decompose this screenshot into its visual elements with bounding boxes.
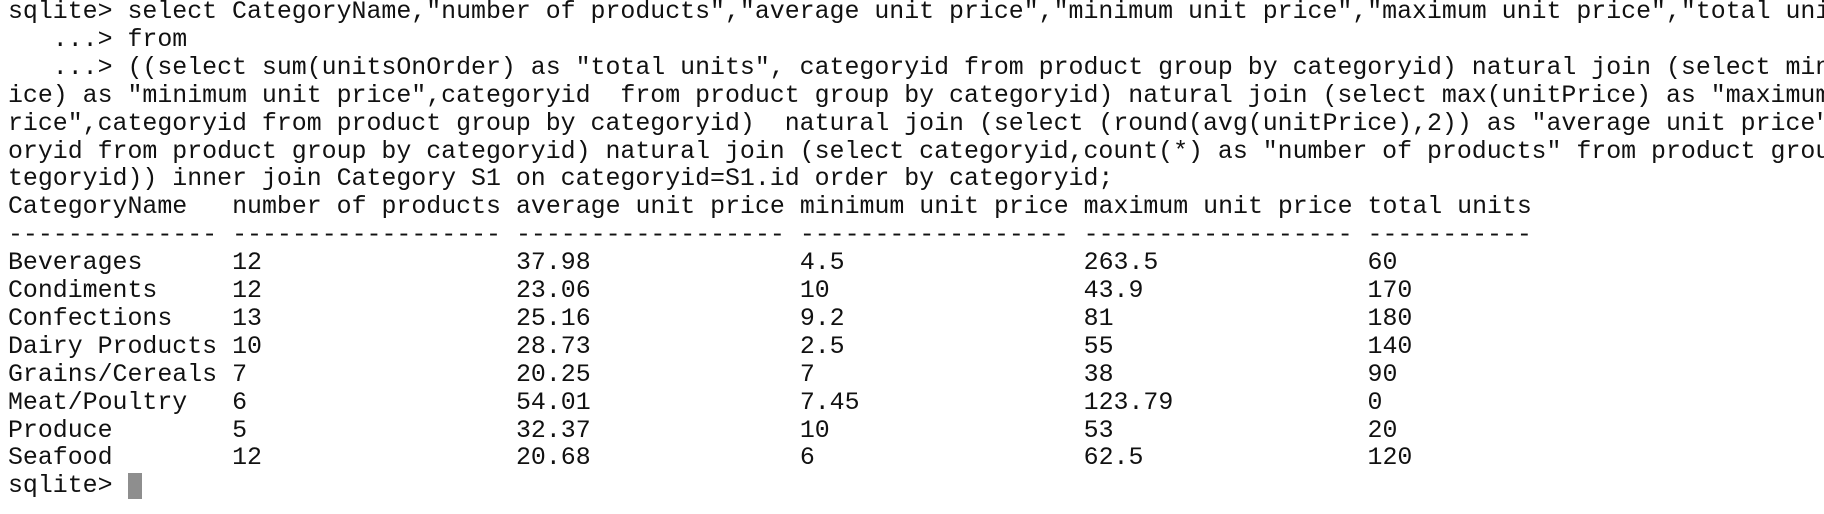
- command-line: rice",categoryid from product group by c…: [8, 109, 1824, 138]
- table-cell: 180: [1367, 304, 1413, 333]
- command-line: oryid from product group by categoryid) …: [8, 137, 1824, 166]
- table-cell: 2.5: [799, 332, 845, 361]
- table-cell: 55: [1083, 332, 1114, 361]
- command-line: sqlite> select CategoryName,"number of p…: [8, 0, 1824, 26]
- table-cell: 140: [1367, 332, 1413, 361]
- table-cell: 7: [232, 360, 248, 389]
- table-cell: Dairy Products: [8, 332, 218, 361]
- table-cell: 12: [232, 277, 262, 305]
- header-cell: total units: [1367, 193, 1532, 222]
- separator-cell: -----------: [1367, 221, 1532, 250]
- table-cell: 54.01: [515, 388, 591, 417]
- header-cell: average unit price: [515, 193, 785, 222]
- separator-cell: ------------------: [1083, 221, 1353, 250]
- header-cell: minimum unit price: [799, 193, 1069, 222]
- table-cell: Condiments: [8, 277, 158, 305]
- header-cell: maximum unit price: [1083, 193, 1353, 222]
- separator-cell: --------------: [8, 221, 218, 250]
- table-cell: 23.06: [515, 277, 591, 305]
- table-cell: Confections: [8, 304, 173, 333]
- table-cell: 90: [1367, 360, 1398, 389]
- table-cell: 43.9: [1083, 277, 1144, 305]
- table-cell: 7: [799, 360, 815, 389]
- table-cell: 28.73: [515, 332, 591, 361]
- table-cell: 81: [1083, 304, 1114, 333]
- table-cell: Grains/Cereals: [8, 360, 218, 389]
- table-cell: 4.5: [799, 249, 845, 278]
- table-cell: 263.5: [1083, 249, 1159, 278]
- table-cell: 20: [1367, 416, 1398, 445]
- command-line: ...> ((select sum(unitsOnOrder) as "tota…: [8, 53, 1824, 82]
- table-cell: 9.2: [799, 304, 845, 333]
- prompt: sqlite>: [8, 472, 113, 501]
- separator-cell: ------------------: [232, 221, 501, 250]
- table-cell: Seafood: [8, 444, 113, 473]
- table-cell: 10: [799, 277, 830, 305]
- table-cell: 5: [232, 416, 248, 445]
- table-cell: 7.45: [799, 388, 860, 417]
- table-cell: 53: [1083, 416, 1114, 445]
- table-cell: 20.25: [515, 360, 591, 389]
- table-cell: 60: [1367, 249, 1398, 278]
- table-cell: Produce: [8, 416, 113, 445]
- table-cell: 6: [232, 388, 248, 417]
- separator-cell: ------------------: [799, 221, 1069, 250]
- cursor: [127, 472, 142, 499]
- table-cell: 12: [232, 444, 262, 473]
- table-cell: 170: [1367, 277, 1413, 305]
- table-cell: 6: [799, 444, 815, 473]
- table-cell: 38: [1083, 360, 1114, 389]
- table-cell: 62.5: [1083, 444, 1144, 473]
- command-line: ice) as "minimum unit price",categoryid …: [8, 81, 1824, 110]
- table-cell: 37.98: [515, 249, 591, 278]
- table-cell: 12: [232, 249, 262, 278]
- table-cell: 0: [1367, 388, 1383, 417]
- table-cell: 10: [799, 416, 830, 445]
- table-cell: 20.68: [515, 444, 591, 473]
- header-cell: number of products: [232, 193, 501, 222]
- header-cell: CategoryName: [8, 193, 188, 222]
- prompt-line: sqlite>: [8, 472, 142, 500]
- command-line: tegoryid)) inner join Category S1 on cat…: [8, 165, 1114, 194]
- table-cell: 25.16: [515, 304, 591, 333]
- table-cell: 10: [232, 332, 262, 361]
- command-line: ...> from: [8, 25, 188, 54]
- table-cell: Beverages: [8, 249, 143, 278]
- table-cell: Meat/Poultry: [8, 388, 188, 417]
- separator-cell: ------------------: [515, 221, 785, 250]
- table-cell: 123.79: [1083, 388, 1174, 417]
- table-cell: 120: [1367, 444, 1413, 473]
- table-cell: 13: [232, 304, 262, 333]
- table-cell: 32.37: [515, 416, 591, 445]
